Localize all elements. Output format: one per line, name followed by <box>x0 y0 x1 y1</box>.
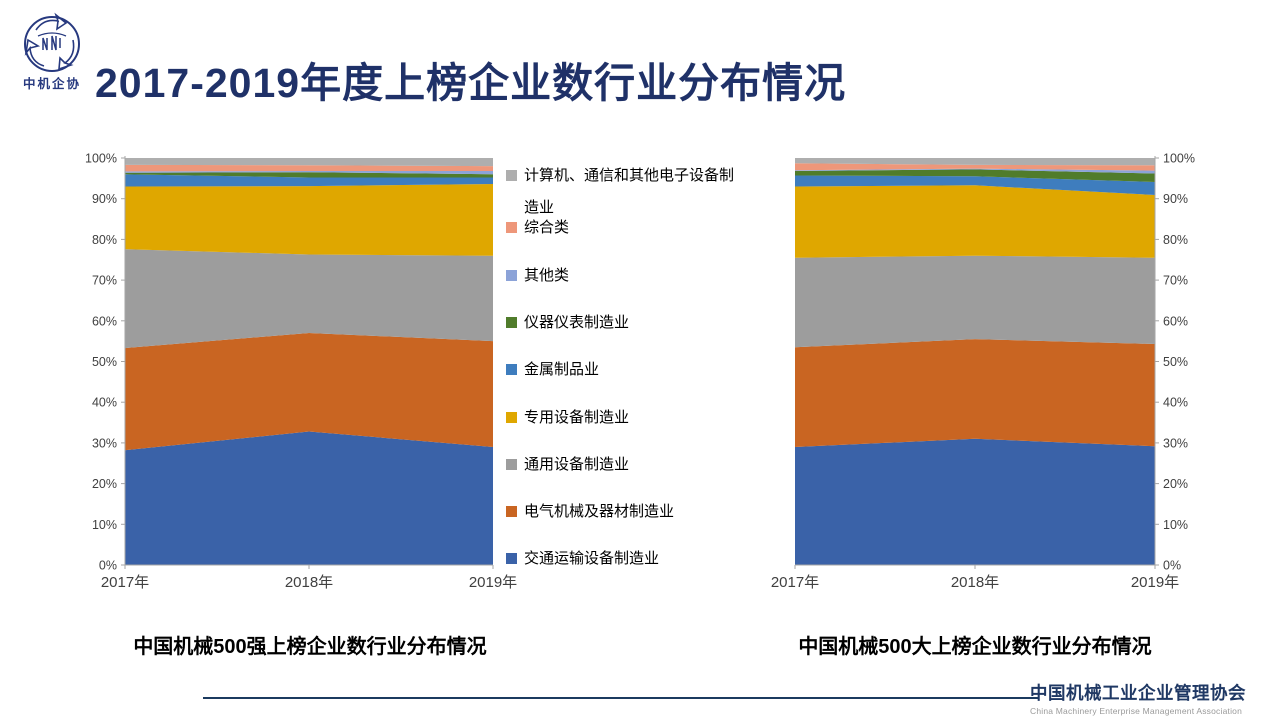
legend-swatch <box>506 170 517 181</box>
footer-org-name-cn: 中国机械工业企业管理协会 <box>1030 683 1246 703</box>
area-band-3 <box>795 185 1155 258</box>
legend-item-8: 交通运输设备制造业 <box>506 543 738 575</box>
area-band-7 <box>795 163 1155 171</box>
legend-label: 计算机、通信和其他电子设备制造业 <box>524 167 735 216</box>
legend-item-4: 金属制品业 <box>506 354 738 386</box>
area-band-3 <box>125 184 493 256</box>
legend-label: 交通运输设备制造业 <box>524 550 660 567</box>
right-chart-caption: 中国机械500大上榜企业数行业分布情况 <box>798 636 1152 658</box>
legend-label: 其他类 <box>524 267 570 284</box>
legend-swatch <box>506 553 517 564</box>
x-category-label: 2019年 <box>1131 574 1179 591</box>
y-tick-label: 60% <box>92 314 117 328</box>
y-tick-label: 0% <box>1163 559 1181 573</box>
x-category-label: 2017年 <box>101 574 149 591</box>
y-tick-label: 70% <box>1163 274 1188 288</box>
area-band-0 <box>795 438 1155 565</box>
area-band-1 <box>795 339 1155 447</box>
legend-swatch <box>506 364 517 375</box>
y-tick-label: 20% <box>1163 477 1188 491</box>
area-band-2 <box>125 249 493 349</box>
legend-swatch <box>506 459 517 470</box>
legend-swatch <box>506 270 517 281</box>
area-band-7 <box>125 164 493 172</box>
area-band-4 <box>795 175 1155 195</box>
left-chart-caption: 中国机械500强上榜企业数行业分布情况 <box>133 636 487 658</box>
legend-swatch <box>506 222 517 233</box>
y-tick-label: 30% <box>1163 436 1188 450</box>
area-band-6 <box>125 171 493 175</box>
left-stacked-area-chart: 0% 10% 20% 30% 40% 50% 60% 70% 80% 90% 100% 2017年 20… <box>85 152 517 592</box>
legend-label: 通用设备制造业 <box>524 456 630 473</box>
y-tick-label: 70% <box>92 274 117 288</box>
footer-divider-line <box>203 697 1038 699</box>
area-band-4 <box>125 174 493 187</box>
x-category-label: 2019年 <box>469 574 517 591</box>
legend-label: 仪器仪表制造业 <box>524 314 630 331</box>
area-band-0 <box>125 431 493 565</box>
legend-item-7: 电气机械及器材制造业 <box>506 496 738 528</box>
y-tick-label: 40% <box>1163 396 1188 410</box>
area-band-5 <box>795 169 1155 182</box>
y-tick-label: 80% <box>1163 233 1188 247</box>
logo-caption: 中机企协 <box>23 76 81 91</box>
y-tick-label: 30% <box>92 436 117 450</box>
legend-item-3: 仪器仪表制造业 <box>506 307 738 339</box>
legend-label: 专用设备制造业 <box>524 409 630 426</box>
y-tick-label: 80% <box>92 233 117 247</box>
y-tick-label: 90% <box>92 192 117 206</box>
area-band-1 <box>125 333 493 451</box>
y-tick-label: 50% <box>1163 355 1188 369</box>
page-title: 2017-2019年度上榜企业数行业分布情况 <box>95 60 847 107</box>
legend-item-2: 其他类 <box>506 260 738 292</box>
y-tick-label: 10% <box>1163 518 1188 532</box>
legend-item-5: 专用设备制造业 <box>506 402 738 434</box>
chart-legend: 计算机、通信和其他电子设备制造业综合类其他类仪器仪表制造业 金属制品业专用设备制造… <box>506 0 778 610</box>
y-tick-label: 10% <box>92 518 117 532</box>
y-tick-label: 100% <box>85 152 117 166</box>
cmea-logo: 中机企协 <box>23 12 81 91</box>
legend-swatch <box>506 412 517 423</box>
area-band-5 <box>125 172 493 178</box>
legend-swatch <box>506 506 517 517</box>
y-tick-label: 20% <box>92 477 117 491</box>
y-tick-label: 90% <box>1163 192 1188 206</box>
right-stacked-area-chart: 0% 10% 20% 30% 40% 50% 60% 70% 80% 90% 100% 2017年 20… <box>771 152 1195 592</box>
legend-item-0: 计算机、通信和其他电子设备制造业 <box>506 160 738 224</box>
y-tick-label: 40% <box>92 396 117 410</box>
x-category-label: 2018年 <box>951 574 999 591</box>
legend-item-6: 通用设备制造业 <box>506 449 738 481</box>
legend-label: 电气机械及器材制造业 <box>524 503 675 520</box>
y-tick-label: 60% <box>1163 314 1188 328</box>
area-band-8 <box>125 158 493 167</box>
footer-organization: 中国机械工业企业管理协会 China Machinery Enterprise … <box>1030 680 1270 716</box>
area-band-8 <box>795 158 1155 166</box>
legend-label: 金属制品业 <box>524 361 600 378</box>
legend-label: 综合类 <box>524 219 570 236</box>
legend-swatch <box>506 317 517 328</box>
legend-item-1: 综合类 <box>506 212 738 244</box>
area-band-2 <box>795 255 1155 348</box>
x-category-label: 2018年 <box>285 574 333 591</box>
y-tick-label: 50% <box>92 355 117 369</box>
footer-org-name-en: China Machinery Enterprise Management As… <box>1030 706 1243 716</box>
y-tick-label: 100% <box>1163 152 1195 166</box>
x-category-label: 2017年 <box>771 574 819 591</box>
area-band-6 <box>795 168 1155 174</box>
y-tick-label: 0% <box>99 559 117 573</box>
